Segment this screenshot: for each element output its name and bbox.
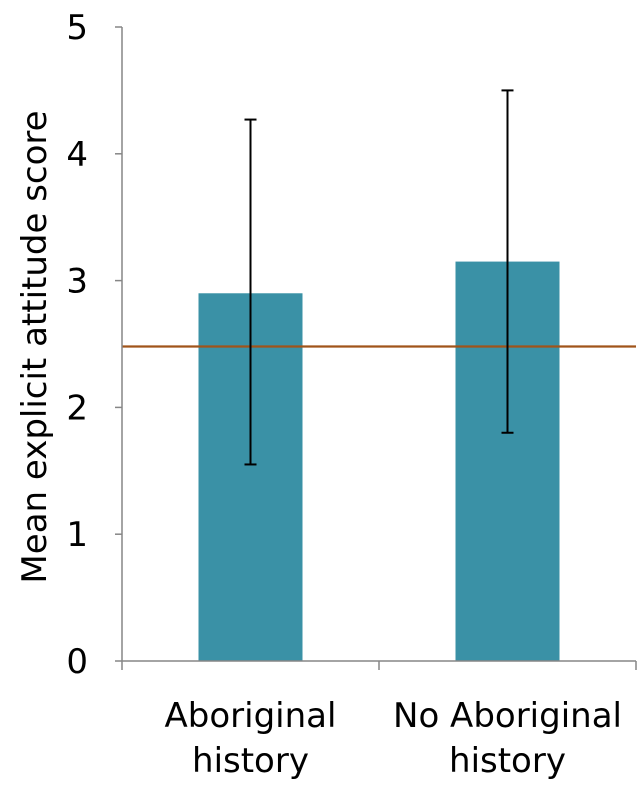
y-tick-label-3: 3 xyxy=(66,262,88,302)
y-tick-label-2: 2 xyxy=(66,388,88,428)
x-tick-label-1-line-0: No Aboriginal xyxy=(393,696,622,736)
x-tick-label-1-line-1: history xyxy=(449,741,566,781)
y-tick-label-1: 1 xyxy=(66,515,88,555)
x-tick-label-0-line-0: Aboriginal xyxy=(165,696,337,736)
y-tick-label-5: 5 xyxy=(66,8,88,48)
plot-area: 0 1 2 3 4 5 Aboriginal history No Aboriginal hist… xyxy=(66,8,637,781)
y-tick-label-4: 4 xyxy=(66,135,88,175)
y-tick-label-0: 0 xyxy=(66,642,88,682)
x-tick-label-0-line-1: history xyxy=(192,741,309,781)
y-axis-label: Mean explicit attitude score xyxy=(15,110,55,583)
